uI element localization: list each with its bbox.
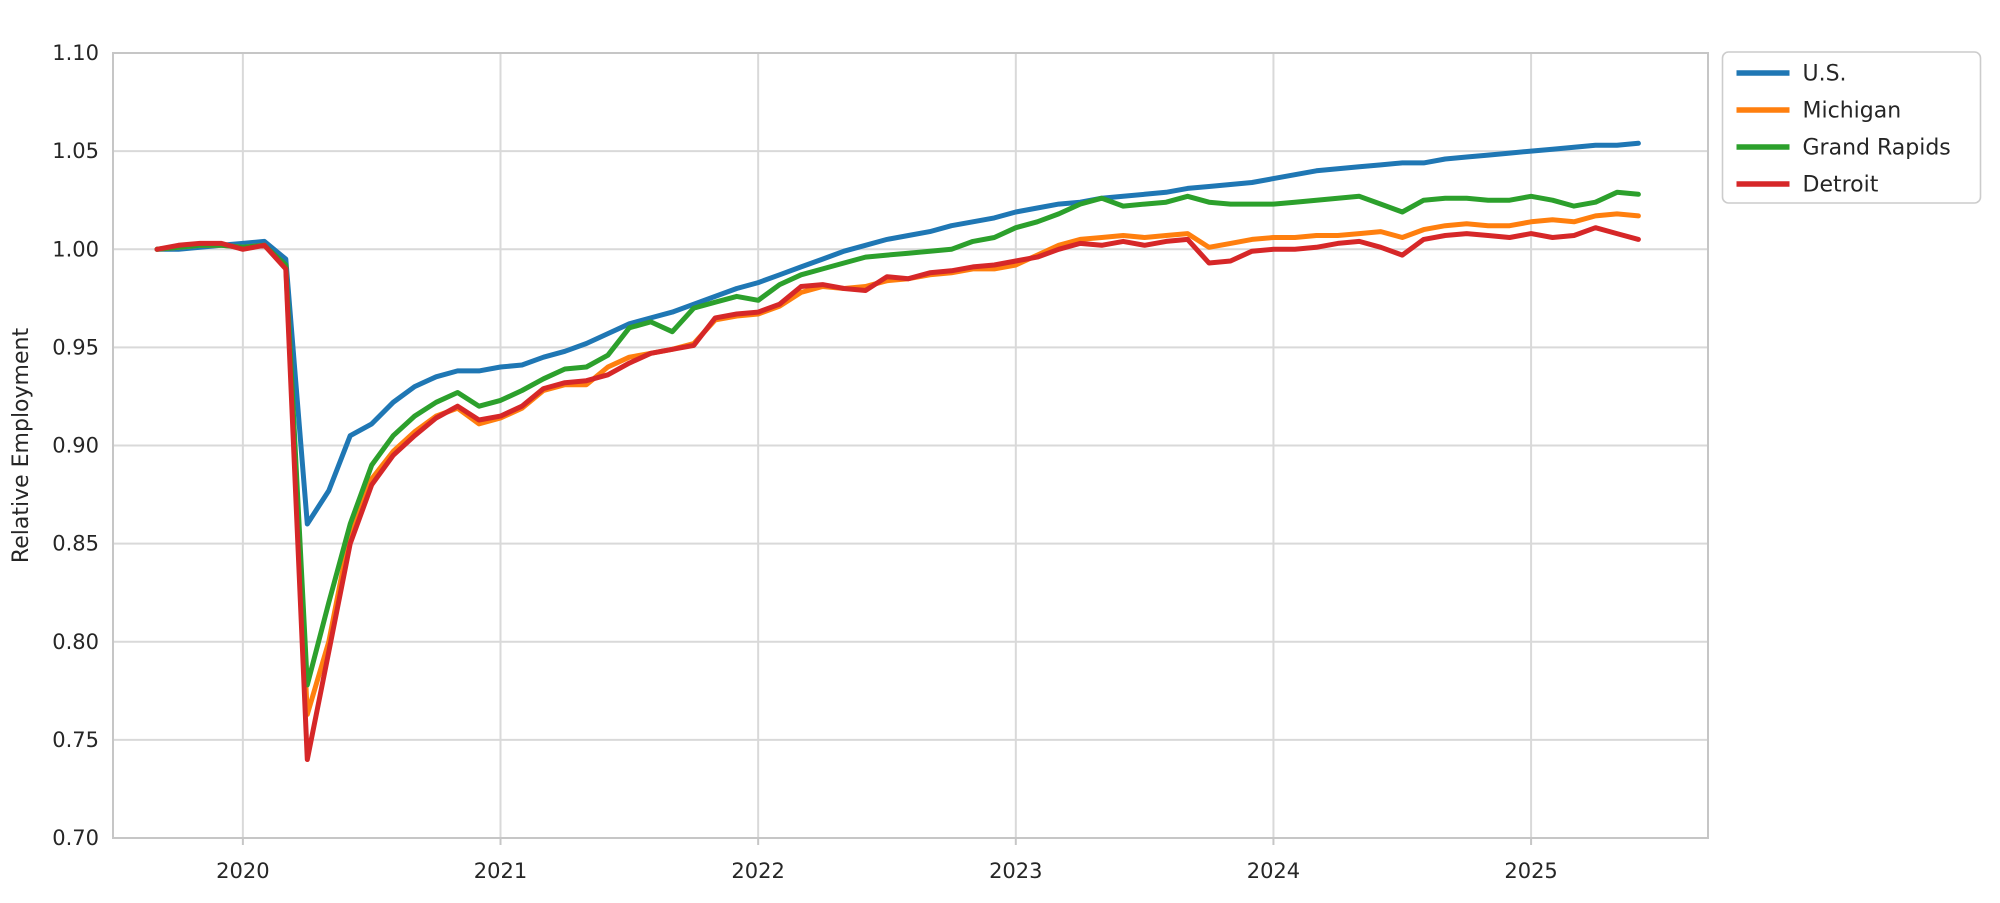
series-line-michigan bbox=[154, 211, 1641, 717]
x-tick-label: 2020 bbox=[216, 859, 269, 883]
legend-label-grand-rapids: Grand Rapids bbox=[1803, 136, 1951, 161]
legend: U.S. Michigan Grand Rapids Detroit bbox=[1721, 51, 1982, 204]
x-tick-label: 2021 bbox=[474, 859, 527, 883]
y-axis-title: Relative Employment bbox=[9, 328, 34, 564]
legend-label-detroit: Detroit bbox=[1803, 173, 1879, 198]
plot-border bbox=[112, 52, 1709, 839]
x-tick-label: 2024 bbox=[1247, 859, 1300, 883]
y-tick-label: 0.85 bbox=[52, 532, 99, 556]
y-tick-label: 0.90 bbox=[52, 434, 99, 458]
y-tick-label: 0.75 bbox=[52, 728, 99, 752]
x-tick-label: 2025 bbox=[1504, 859, 1557, 883]
y-tick-label: 1.00 bbox=[52, 237, 99, 261]
y-tick-label: 1.10 bbox=[52, 41, 99, 65]
series-lines bbox=[154, 140, 1641, 762]
legend-box bbox=[1721, 51, 1982, 204]
series-line-u-s bbox=[154, 140, 1641, 527]
legend-item-michigan: Michigan bbox=[1736, 99, 1902, 124]
legend-label-u-s: U.S. bbox=[1803, 62, 1847, 87]
y-tick-label: 0.70 bbox=[52, 826, 99, 850]
x-tick-label: 2023 bbox=[989, 859, 1042, 883]
legend-item-u-s: U.S. bbox=[1736, 62, 1847, 87]
y-tick-label: 0.95 bbox=[52, 335, 99, 359]
legend-item-detroit: Detroit bbox=[1736, 173, 1879, 198]
gridlines bbox=[113, 52, 1708, 839]
legend-item-grand-rapids: Grand Rapids bbox=[1736, 136, 1951, 161]
x-tick-label: 2022 bbox=[731, 859, 784, 883]
series-line-detroit bbox=[154, 225, 1641, 762]
series-line-grand-rapids bbox=[154, 189, 1641, 688]
y-tick-label: 1.05 bbox=[52, 139, 99, 163]
legend-label-michigan: Michigan bbox=[1803, 99, 1902, 124]
y-tick-label: 0.80 bbox=[52, 630, 99, 654]
